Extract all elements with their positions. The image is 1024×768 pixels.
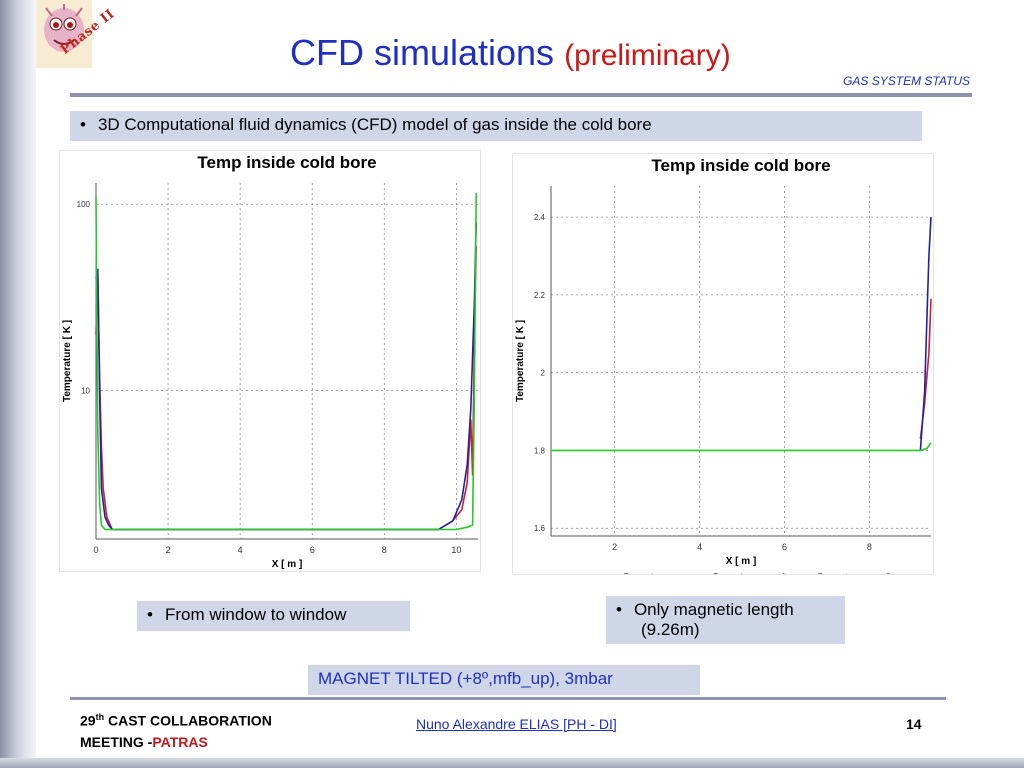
bullet-top: • 3D Computational fluid dynamics (CFD) m… (70, 111, 922, 141)
y-axis-label: Temperature [ K ] (62, 320, 73, 402)
bullet-dot: • (616, 600, 622, 619)
footer-meeting-num: 29 (80, 712, 96, 729)
chart-left: Temp inside cold bore 0 2 4 6 8 10 10 100 X [ m ]… (62, 153, 478, 570)
y-tick-label: 100 (77, 200, 91, 209)
series-line (95, 245, 477, 531)
x-tick-label: 4 (697, 542, 702, 552)
y-tick-label: 1.8 (534, 446, 546, 455)
bullet-right-text-line2: (9.26m) (641, 620, 700, 639)
series-line (551, 442, 932, 452)
chart-title: Temp inside cold bore (651, 156, 830, 175)
x-tick-label: 10 (451, 545, 461, 555)
bullet-left-text: From window to window (164, 605, 347, 624)
footer-divider (70, 697, 946, 700)
x-axis-label: X [ m ] (726, 556, 757, 567)
slide-title-main: CFD simulations (290, 32, 555, 73)
x-axis-label: X [ m ] (272, 559, 303, 570)
left-decor-bar (0, 0, 36, 768)
bullet-left: • From window to window (137, 601, 410, 631)
mascot-icon (44, 4, 84, 52)
bullet-right: • Only magnetic length (9.26m) (606, 596, 845, 644)
bullet-top-text: 3D Computational fluid dynamics (CFD) mo… (97, 115, 652, 134)
y-axis-label: Temperature [ K ] (515, 320, 526, 402)
phase-logo (36, 0, 92, 68)
footer-meeting-sup: th (95, 712, 105, 722)
y-tick-label: 2.2 (534, 291, 546, 300)
footer-meeting: 29th CAST COLLABORATION MEETING -PATRAS (80, 707, 340, 753)
bullet-dot: • (80, 115, 86, 134)
chart-left-panel: Temp inside cold bore 0 2 4 6 8 10 10 100 X [ m ]… (59, 150, 481, 572)
legend-label: Temperature on axe <1> (714, 573, 790, 574)
footer-meeting-line2: MEETING -PATRAS (80, 732, 340, 753)
series-line (95, 192, 477, 531)
chart-right-panel: Temp inside cold bore 2 4 6 8 1.6 1.8 2 2.2 2.4 X … (512, 153, 934, 575)
x-tick-label: 6 (310, 545, 315, 555)
chart-title: Temp inside cold bore (197, 153, 376, 172)
y-tick-label: 10 (81, 387, 90, 396)
section-tag: GAS SYSTEM STATUS (843, 74, 970, 88)
legend-label: Temperature on axe (624, 573, 686, 574)
x-tick-label: 2 (612, 542, 617, 552)
footer-meeting-prefix: MEETING - (80, 733, 153, 750)
y-tick-label: 1.6 (534, 524, 546, 533)
y-tick-label: 2 (541, 369, 546, 378)
footer-author-link[interactable]: Nuno Alexandre ELIAS [PH - DI] (416, 716, 617, 732)
x-tick-label: 0 (93, 545, 98, 555)
y-tick-label: 2.4 (534, 213, 546, 222)
x-tick-label: 4 (238, 545, 243, 555)
footer-meeting-line1: 29th CAST COLLABORATION (80, 707, 340, 732)
bottom-decor-bar (0, 758, 1024, 768)
footer-meeting-rest: CAST COLLABORATION (104, 712, 272, 729)
x-tick-label: 6 (782, 542, 787, 552)
series-line (95, 222, 477, 531)
slide-title: CFD simulations (preliminary) (290, 32, 731, 74)
legend-label: Temperature on axe <2> (818, 573, 894, 574)
bullet-dot: • (147, 605, 153, 624)
footer-meeting-city: PATRAS (152, 733, 208, 750)
page-number: 14 (906, 716, 922, 732)
title-divider (70, 93, 972, 97)
chart-right: Temp inside cold bore 2 4 6 8 1.6 1.8 2 2.2 2.4 X … (515, 156, 932, 574)
series-line (919, 217, 932, 451)
x-tick-label: 2 (166, 545, 171, 555)
slide-title-sub: (preliminary) (564, 39, 731, 72)
bullet-right-text-line1: Only magnetic length (633, 600, 794, 619)
x-tick-label: 8 (867, 542, 872, 552)
x-tick-label: 8 (382, 545, 387, 555)
magnet-note: MAGNET TILTED (+8º,mfb_up), 3mbar (308, 665, 700, 695)
